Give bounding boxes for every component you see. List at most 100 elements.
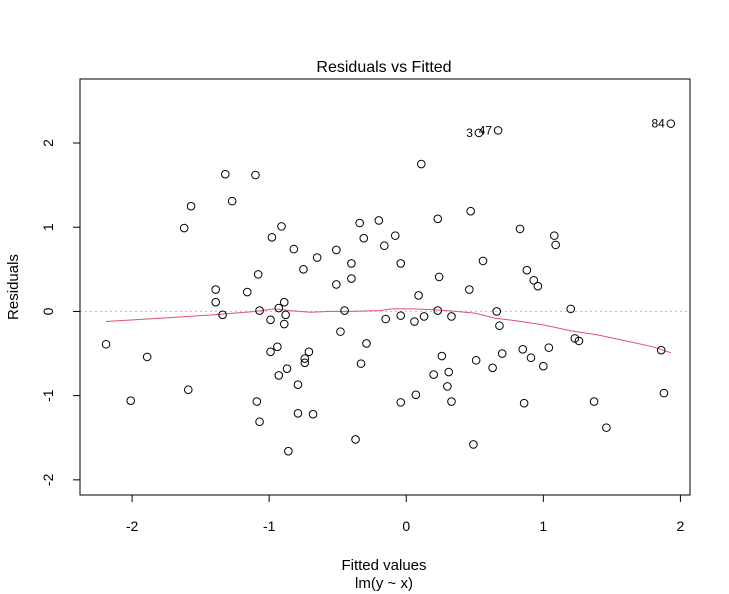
data-point [332,245,341,255]
data-point [211,297,221,307]
data-point [183,385,193,395]
data-point [142,352,152,362]
data-point [539,361,548,371]
point-label: 3 [466,126,473,140]
data-point [101,339,111,349]
data-point [533,281,543,291]
x-tick-label: -1 [263,518,276,534]
data-point [347,274,356,283]
data-point [284,446,293,456]
data-point [417,159,426,169]
data-point [332,280,341,289]
data-point [519,398,529,408]
data-point [255,306,264,315]
x-tick-label: -2 [126,518,139,534]
data-point [267,233,277,242]
plot-frame [79,78,691,496]
data-point [281,310,290,320]
data-point [227,196,237,206]
data-point [253,270,263,279]
chart-title: Residuals vs Fitted [316,59,451,76]
point-labels-layer: 3 47 84 [466,117,665,140]
data-point [433,306,443,315]
x-axis: -2 -1 0 1 2 [126,494,685,534]
data-point [347,259,356,268]
y-tick-label: -1 [40,389,56,402]
data-point [274,371,284,380]
data-point [414,291,423,300]
data-point [589,397,599,406]
data-point [429,370,438,379]
x-axis-subtitle: lm(y ~ x) [355,575,413,592]
data-point [351,435,360,444]
data-point [218,310,227,320]
data-point [300,354,310,363]
data-point [374,216,384,225]
data-point [518,345,528,354]
data-point [380,241,389,251]
data-point [273,342,282,352]
data-point [551,240,560,250]
data-point [221,169,230,179]
smooth-line [105,308,671,354]
y-axis: -2 -1 0 1 2 [40,139,81,486]
y-tick-label: 2 [40,139,56,147]
data-point [492,307,502,316]
data-point [390,231,400,240]
data-point [666,119,676,128]
data-point [289,244,299,254]
data-point [437,351,447,361]
data-point [497,349,507,358]
y-axis-title: Residuals [5,254,22,320]
data-point [522,265,532,275]
data-point [381,314,390,324]
data-point [211,285,221,294]
data-point [488,363,497,373]
x-tick-label: 1 [539,518,547,534]
data-point [293,380,303,389]
data-point [659,388,669,398]
data-point [570,334,580,343]
data-point [362,339,371,348]
data-point [566,304,576,314]
data-point [465,285,474,294]
data-point [266,347,275,357]
data-point [312,253,322,262]
data-point [474,128,484,138]
data-point [251,170,260,180]
data-point [434,272,444,282]
data-point [447,312,456,321]
data-point [299,265,308,274]
data-point [544,343,554,352]
y-tick-label: -2 [40,473,56,486]
data-point [411,390,421,400]
data-point [471,355,481,365]
data-point [126,396,136,405]
data-point [255,417,264,427]
data-point [340,306,349,315]
data-point [252,397,262,406]
data-point [359,233,369,243]
data-point [469,440,478,449]
data-point [282,364,292,373]
data-point [529,275,539,285]
data-point [242,287,252,297]
data-point [447,397,456,406]
data-point [549,231,559,240]
data-point [396,311,406,320]
data-point [304,347,314,357]
points-layer [101,119,676,456]
y-tick-label: 0 [40,307,56,315]
point-label: 84 [651,117,665,131]
data-point [266,315,275,325]
data-point [602,423,611,432]
x-axis-title: Fitted values [341,557,426,574]
data-point [443,382,452,391]
data-point [293,409,303,418]
data-point [419,312,429,321]
data-point [410,317,419,326]
point-label: 47 [479,123,493,137]
data-point [279,297,289,307]
data-point [574,336,584,346]
